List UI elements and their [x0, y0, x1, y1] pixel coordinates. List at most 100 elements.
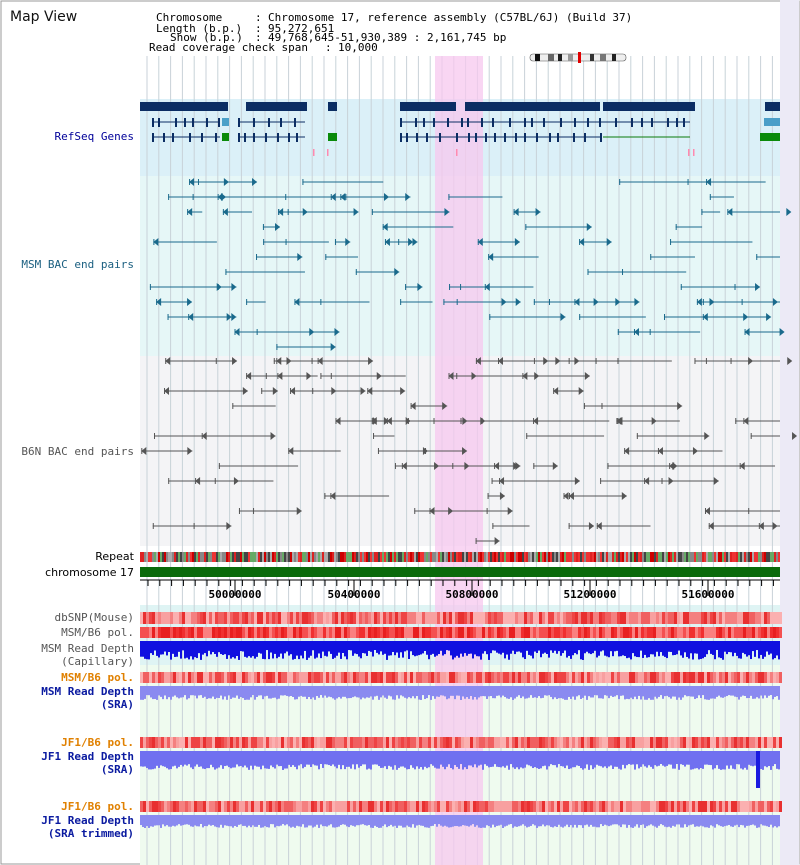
gene-utr — [222, 118, 229, 126]
bac-cap — [708, 523, 710, 529]
heat-cell — [467, 627, 470, 638]
depth-bar — [768, 751, 770, 767]
depth-bar — [312, 686, 314, 698]
bac-cap — [636, 433, 638, 439]
heat-cell — [404, 672, 407, 683]
heat-cell — [719, 672, 722, 683]
heat-cell — [731, 627, 734, 638]
depth-bar — [288, 686, 290, 697]
heat-cell — [572, 612, 575, 624]
track-label-jf1-depth[interactable]: JF1 Read Depth — [41, 750, 134, 763]
repeat-block — [140, 552, 142, 562]
heat-cell — [224, 612, 227, 624]
heat-cell — [374, 672, 377, 683]
heat-cell — [320, 672, 323, 683]
depth-bar — [702, 686, 704, 696]
depth-bar — [666, 641, 668, 659]
heat-cell — [575, 737, 578, 748]
heat-cell — [650, 672, 653, 683]
heat-cell — [200, 801, 203, 812]
bac-end — [568, 492, 574, 500]
depth-bar — [300, 641, 302, 656]
heat-cell — [236, 737, 239, 748]
depth-bar — [206, 686, 208, 699]
heat-cell — [440, 627, 443, 638]
heat-cell — [695, 627, 698, 638]
heat-cell — [245, 801, 248, 812]
heat-cell — [464, 672, 467, 683]
heat-cell — [671, 672, 674, 683]
track-label-jf1-pol-trim[interactable]: JF1/B6 pol. — [61, 800, 134, 813]
depth-bar — [464, 751, 466, 768]
depth-bar — [322, 815, 324, 827]
depth-bar — [348, 686, 350, 699]
heat-cell — [392, 627, 395, 638]
depth-bar — [202, 815, 204, 828]
repeat-block — [276, 552, 278, 562]
track-label-msm-pol[interactable]: MSM/B6 pol. — [61, 626, 134, 639]
depth-bar — [522, 815, 524, 825]
repeat-block — [152, 552, 154, 562]
depth-bar — [746, 815, 748, 826]
depth-bar — [286, 815, 288, 825]
heat-cell — [386, 737, 389, 748]
heat-cell — [485, 612, 488, 624]
track-label-msm-depth-cap[interactable]: MSM Read Depth — [41, 642, 134, 655]
heat-cell — [407, 612, 410, 624]
repeat-block — [456, 552, 458, 562]
depth-bar — [692, 751, 694, 770]
track-label-dbsnp[interactable]: dbSNP(Mouse) — [54, 611, 134, 624]
bac-cap — [340, 194, 342, 200]
bac-cap — [533, 299, 535, 305]
depth-bar — [512, 751, 514, 768]
repeat-block — [708, 552, 710, 562]
depth-bar — [258, 641, 260, 653]
heat-cell — [641, 737, 644, 748]
exon — [400, 118, 402, 127]
depth-bar — [268, 641, 270, 660]
depth-bar — [568, 686, 570, 697]
track-label-repeat[interactable]: Repeat — [95, 550, 134, 563]
heat-cell — [626, 612, 629, 624]
track-label-b6n-bac[interactable]: B6N BAC end pairs — [21, 445, 134, 458]
depth-bar — [404, 815, 406, 828]
depth-bar — [656, 751, 658, 767]
track-label-jf1-trim[interactable]: JF1 Read Depth — [41, 814, 134, 827]
heat-cell — [341, 801, 344, 812]
depth-bar — [574, 641, 576, 654]
track-label-msm-depth-sra[interactable]: MSM Read Depth — [41, 685, 134, 698]
track-label-msm-bac[interactable]: MSM BAC end pairs — [21, 258, 134, 271]
track-label-msm-pol-sra[interactable]: MSM/B6 pol. — [61, 671, 134, 684]
heat-cell — [272, 612, 275, 624]
depth-bar — [292, 641, 294, 660]
repeat-block — [480, 552, 482, 562]
heat-cell — [158, 627, 161, 638]
track-label-jf1-pol[interactable]: JF1/B6 pol. — [61, 736, 134, 749]
heat-cell — [554, 612, 557, 624]
repeat-block — [662, 552, 664, 562]
depth-bar — [660, 751, 662, 765]
depth-bar — [232, 686, 234, 698]
depth-bar — [588, 641, 590, 654]
track-label-refseq[interactable]: RefSeq Genes — [54, 130, 134, 143]
bac-end — [584, 372, 590, 380]
depth-bar — [736, 641, 738, 656]
depth-bar — [532, 751, 534, 769]
bac-end — [334, 328, 340, 336]
depth-bar — [632, 815, 634, 828]
depth-bar — [298, 686, 300, 697]
heat-cell — [497, 801, 500, 812]
bac-end — [417, 283, 423, 291]
bac-cap — [278, 209, 280, 215]
heat-cell — [305, 612, 308, 624]
depth-bar — [624, 641, 626, 657]
repeat-block — [672, 552, 674, 562]
heat-cell — [506, 612, 509, 624]
depth-bar — [708, 815, 710, 828]
heat-cell — [548, 627, 551, 638]
heat-cell — [197, 627, 200, 638]
heat-cell — [473, 672, 476, 683]
heat-cell — [212, 627, 215, 638]
